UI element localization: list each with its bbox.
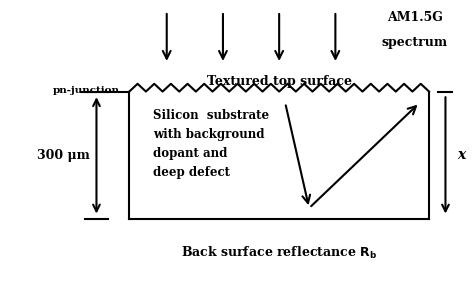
Text: spectrum: spectrum bbox=[382, 36, 448, 49]
Text: Silicon  substrate
with background
dopant and
deep defect: Silicon substrate with background dopant… bbox=[153, 109, 269, 179]
Text: Textured top surface: Textured top surface bbox=[207, 75, 352, 88]
Text: x: x bbox=[457, 148, 465, 162]
Text: 300 μm: 300 μm bbox=[36, 149, 90, 162]
Text: AM1.5G: AM1.5G bbox=[387, 11, 443, 24]
Text: pn-junction: pn-junction bbox=[53, 86, 120, 95]
Text: Back surface reflectance $\mathbf{R_b}$: Back surface reflectance $\mathbf{R_b}$ bbox=[181, 245, 377, 261]
